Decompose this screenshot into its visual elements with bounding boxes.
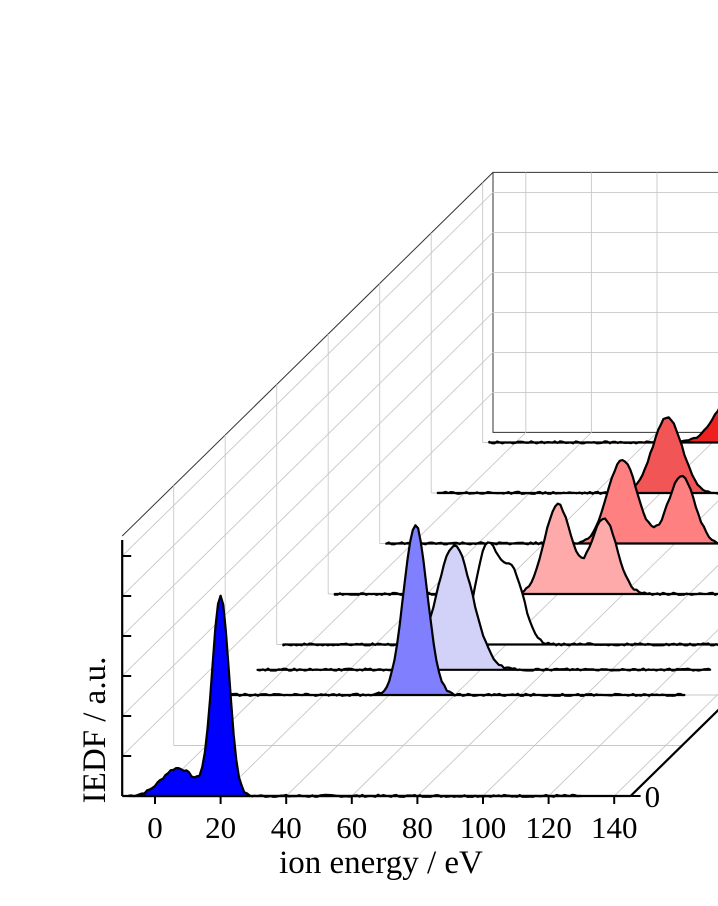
left-wall-gridline (121, 232, 494, 597)
x-tick-label: 0 (147, 810, 163, 845)
iedf-curve (436, 416, 718, 495)
left-wall-gridline (121, 392, 494, 757)
x-tick-label: 80 (402, 810, 433, 845)
x-tick-label: 100 (460, 810, 507, 845)
iedf-curve (230, 524, 686, 697)
left-wall-gridline (121, 192, 494, 557)
iedf-curve (488, 408, 718, 445)
axes-layer: 020406080100120140020 (121, 540, 718, 845)
x-tick-label: 140 (591, 810, 638, 845)
iedf-curve (385, 459, 718, 546)
z-axis-title: IEDF / a.u. (77, 657, 113, 804)
curves-layer (127, 408, 718, 798)
depth-axis-line (629, 708, 718, 797)
iedf-curve (256, 544, 712, 672)
x-tick-label: 40 (271, 810, 302, 845)
left-wall-gridline (121, 272, 494, 637)
floor-gridline (482, 564, 718, 797)
depth-tick-label: 0 (645, 779, 661, 814)
floor-gridline (417, 500, 718, 797)
iedf-curve (333, 502, 718, 596)
x-tick-label: 120 (525, 810, 572, 845)
floor-gridline (548, 629, 718, 797)
x-axis-title: ion energy / eV (279, 845, 483, 881)
left-wall-frame (121, 172, 494, 537)
x-tick-label: 60 (336, 810, 367, 845)
floor-gridline (613, 693, 718, 797)
x-tick-label: 20 (205, 810, 236, 845)
back-wall-frame (492, 171, 718, 433)
iedf-curve (282, 541, 718, 647)
